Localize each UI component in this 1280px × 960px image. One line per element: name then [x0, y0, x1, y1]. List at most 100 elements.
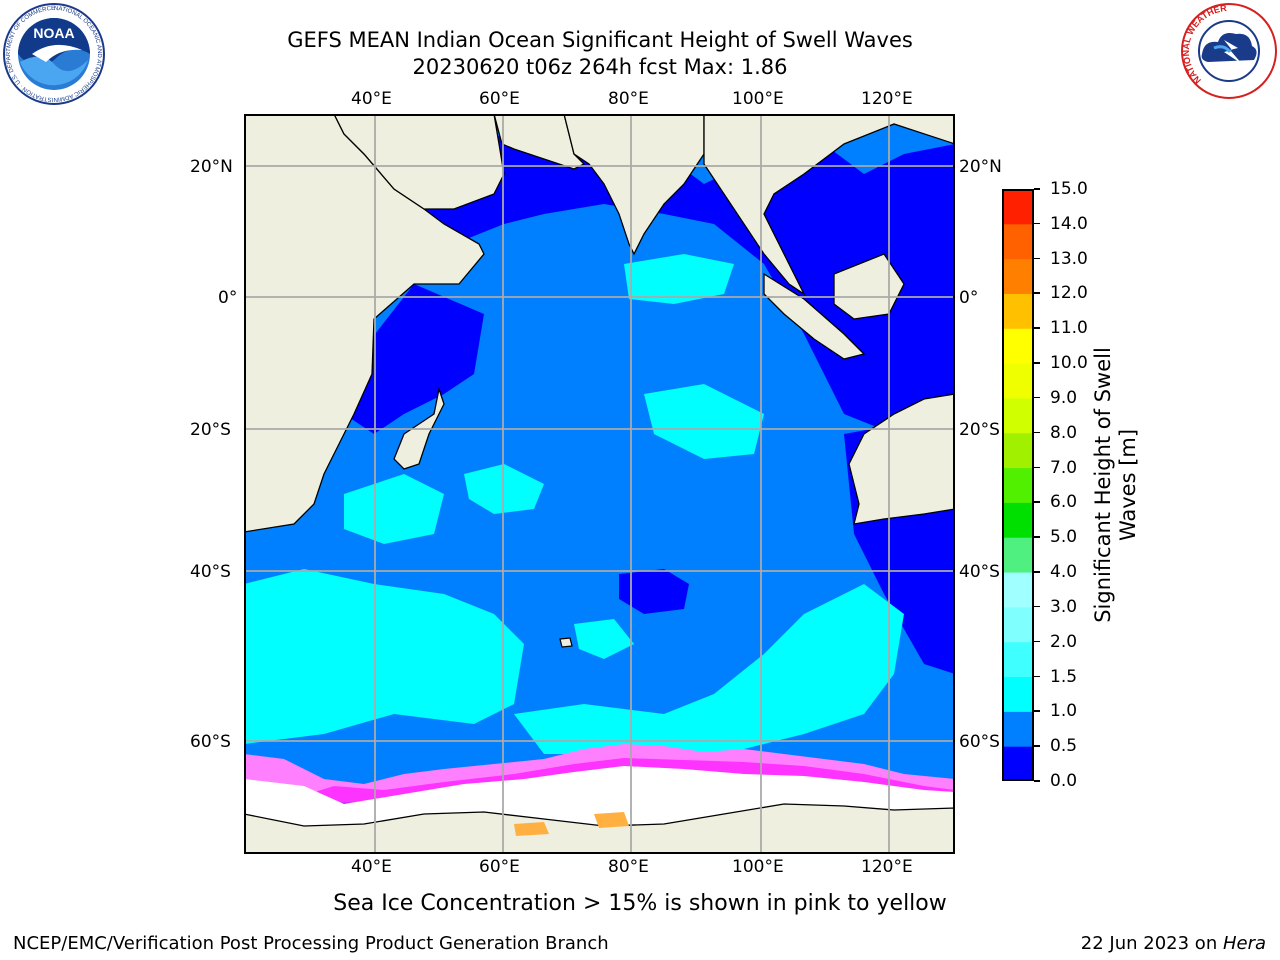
colorbar-segment [1002, 676, 1034, 712]
land-antarctica [244, 803, 955, 854]
colorbar-label: Significant Height of Swell Waves [m] [1091, 347, 1140, 623]
high-swell-patch2 [624, 254, 734, 304]
land-kerguelen [559, 637, 573, 648]
low-swell-center [619, 569, 689, 614]
lat-label-right-40s: 40°S [959, 562, 1000, 582]
high-swell-patch1 [464, 464, 544, 514]
colorbar-tick-label: 13.0 [1050, 248, 1088, 269]
map-svg [244, 114, 955, 854]
colorbar-tick-label: 8.0 [1050, 422, 1078, 443]
low-swell-africa [344, 284, 484, 434]
colorbar-segment [1002, 641, 1034, 678]
colorbar-segment [1002, 746, 1034, 782]
svg-text:NOAA: NOAA [33, 25, 74, 41]
colorbar-segment [1002, 363, 1034, 399]
lon-label-top-80e: 80°E [608, 89, 649, 109]
footer-date: 22 Jun 2023 on Hera [1081, 933, 1266, 954]
lat-label-left-0: 0° [218, 288, 238, 308]
high-swell-patch4 [644, 384, 764, 459]
colorbar-tick-label: 7.0 [1050, 457, 1078, 478]
lat-label-right-60s: 60°S [959, 732, 1000, 752]
colorbar-tick-mark [1034, 571, 1040, 573]
colorbar-tick-mark [1034, 710, 1040, 712]
footer-credit: NCEP/EMC/Verification Post Processing Pr… [13, 933, 609, 954]
colorbar-tick-label: 0.5 [1050, 736, 1078, 757]
colorbar-tick-mark [1034, 362, 1040, 364]
high-swell-patch5 [574, 619, 634, 659]
colorbar-segment [1002, 328, 1034, 364]
colorbar-tick-mark [1034, 466, 1040, 469]
lon-label-top-100e: 100°E [732, 89, 784, 109]
ice-yellow-patch [594, 812, 629, 828]
colorbar-tick-mark [1034, 327, 1040, 329]
lat-label-left-20n: 20°N [190, 157, 233, 177]
lat-label-right-20s: 20°S [959, 420, 1000, 440]
map-panel [244, 114, 955, 854]
land-australia [848, 393, 955, 525]
colorbar-tick-label: 9.0 [1050, 387, 1078, 408]
colorbar-tick-label: 12.0 [1050, 283, 1088, 304]
colorbar-ticks: 0.0 0.5 1.0 1.5 2.0 3.0 4.0 5.0 6.0 7.0 8.0 9.0 10.0… [1034, 179, 1114, 791]
colorbar-tick-label: 5.0 [1050, 527, 1078, 548]
colorbar-tick-mark [1034, 675, 1040, 678]
high-swell-south-west [244, 569, 524, 744]
colorbar-tick-label: 1.0 [1050, 701, 1078, 722]
nws-logo: NATIONAL WEATHER SERVICE [1177, 0, 1278, 100]
land-arabia [333, 114, 505, 210]
colorbar-tick-mark [1034, 780, 1040, 782]
high-swell-patch3 [344, 474, 444, 544]
footer-host: Hera [1222, 933, 1266, 954]
high-swell-south-center [514, 584, 904, 754]
colorbar-frame [1002, 189, 1034, 781]
colorbar [1002, 189, 1034, 782]
colorbar-tick-mark [1034, 292, 1040, 294]
colorbar-tick-label: 3.0 [1050, 596, 1078, 617]
colorbar-tick-mark [1034, 257, 1040, 260]
lat-label-right-20n: 20°N [959, 157, 1002, 177]
lat-label-left-20s: 20°S [190, 420, 231, 440]
lon-label-top-40e: 40°E [351, 89, 392, 109]
colorbar-segment [1002, 258, 1034, 294]
chart-title: GEFS MEAN Indian Ocean Significant Heigh… [287, 28, 913, 52]
colorbar-segment [1002, 537, 1034, 573]
colorbar-segment [1002, 293, 1034, 329]
map-frame [244, 114, 955, 854]
lon-label-top-60e: 60°E [479, 89, 520, 109]
colorbar-tick-mark [1034, 501, 1040, 503]
lon-label-bottom-120e: 120°E [861, 857, 913, 877]
lon-label-bottom-80e: 80°E [608, 857, 649, 877]
colorbar-tick-mark [1034, 640, 1040, 643]
colorbar-segment [1002, 606, 1034, 643]
colorbar-tick-mark [1034, 745, 1040, 747]
colorbar-tick-mark [1034, 536, 1040, 538]
colorbar-tick-mark [1034, 431, 1040, 434]
lon-label-bottom-100e: 100°E [732, 857, 784, 877]
colorbar-tick-label: 10.0 [1050, 353, 1088, 374]
ice-yellow-patch2 [514, 822, 549, 836]
colorbar-segment [1002, 467, 1034, 503]
colorbar-segment [1002, 223, 1034, 260]
lon-label-bottom-40e: 40°E [351, 857, 392, 877]
colorbar-tick-mark [1034, 396, 1040, 399]
colorbar-tick-label: 2.0 [1050, 631, 1078, 652]
colorbar-tick-label: 14.0 [1050, 213, 1088, 234]
graticule [244, 114, 955, 854]
land-sumatra [763, 272, 866, 360]
chart-subtitle: 20230620 t06z 264h fcst Max: 1.86 [412, 55, 788, 79]
colorbar-svg [1002, 189, 1034, 782]
colorbar-tick-label: 6.0 [1050, 492, 1078, 513]
colorbar-tick-label: 15.0 [1050, 179, 1088, 199]
colorbar-segment [1002, 711, 1034, 747]
colorbar-tick-label: 0.0 [1050, 771, 1078, 791]
colorbar-segment [1002, 502, 1034, 538]
colorbar-segment [1002, 397, 1034, 434]
lat-label-left-60s: 60°S [190, 732, 231, 752]
colorbar-segment [1002, 432, 1034, 469]
colorbar-segment [1002, 189, 1034, 225]
lon-label-bottom-60e: 60°E [479, 857, 520, 877]
lat-label-left-40s: 40°S [190, 562, 231, 582]
colorbar-tick-label: 1.5 [1050, 666, 1078, 687]
lat-label-right-0: 0° [959, 288, 979, 308]
lon-label-top-120e: 120°E [861, 89, 913, 109]
colorbar-tick-mark [1034, 188, 1040, 190]
